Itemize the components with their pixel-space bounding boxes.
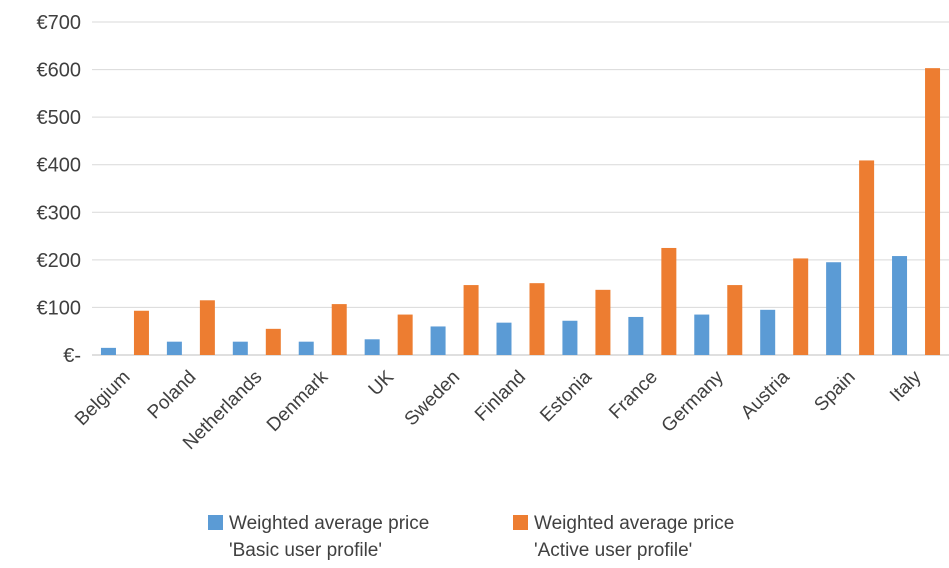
- y-tick-label: €300: [37, 202, 82, 224]
- x-tick-label: Germany: [658, 366, 728, 436]
- bar-active: [727, 285, 743, 355]
- y-tick-label: €700: [37, 12, 82, 34]
- x-tick-label: Estonia: [536, 366, 596, 426]
- bar-basic: [496, 322, 512, 355]
- legend-item-active: Weighted average price 'Active user prof…: [513, 510, 734, 564]
- bar-active: [199, 300, 215, 355]
- bar-active: [529, 283, 545, 355]
- x-tick-label: France: [605, 367, 662, 424]
- x-tick-label: Belgium: [71, 367, 134, 430]
- legend-label-active-line1: Weighted average price: [534, 513, 735, 534]
- y-tick-label: €100: [37, 297, 82, 319]
- bar-basic: [694, 314, 710, 355]
- legend-label-basic-line1: Weighted average price: [229, 513, 430, 534]
- x-tick-label: UK: [365, 366, 399, 400]
- x-tick-label: Italy: [886, 366, 926, 406]
- bar-basic: [430, 326, 446, 355]
- bar-basic: [562, 320, 578, 355]
- bar-active: [595, 289, 611, 355]
- bar-basic: [364, 339, 380, 355]
- bar-basic: [232, 341, 248, 355]
- legend-label-active-line2: 'Active user profile': [534, 540, 693, 561]
- legend-swatch-basic: [208, 515, 223, 530]
- bar-basic: [826, 262, 842, 355]
- gridlines: [92, 21, 949, 356]
- bars: [100, 68, 941, 355]
- bar-active: [925, 68, 941, 355]
- bar-basic: [298, 341, 314, 355]
- y-tick-label: €400: [37, 155, 82, 177]
- legend-label-basic-line2: 'Basic user profile': [229, 540, 382, 561]
- bar-basic: [166, 341, 182, 355]
- legend-item-basic: Weighted average price 'Basic user profi…: [208, 510, 429, 564]
- bar-active: [265, 328, 281, 355]
- y-tick-label: €600: [37, 60, 82, 82]
- bar-active: [331, 304, 347, 355]
- x-tick-label: Poland: [144, 367, 201, 424]
- bar-active: [133, 310, 149, 355]
- legend: Weighted average price 'Basic user profi…: [0, 510, 949, 568]
- bar-basic: [100, 347, 116, 355]
- bar-active: [463, 285, 479, 355]
- bar-basic: [892, 256, 908, 355]
- y-axis-tick-labels: €- €100 €200 €300 €400 €500 €600 €700: [37, 12, 82, 367]
- x-tick-label: Sweden: [401, 367, 464, 430]
- bar-active: [397, 314, 413, 355]
- y-tick-label: €200: [37, 250, 82, 272]
- y-tick-label: €500: [37, 107, 82, 129]
- bar-basic: [628, 316, 644, 355]
- x-tick-label: Denmark: [263, 366, 333, 436]
- y-tick-label: €-: [63, 345, 81, 367]
- x-tick-label: Finland: [471, 367, 530, 426]
- bar-active: [661, 247, 677, 355]
- bar-active: [793, 258, 809, 355]
- bar-chart: €- €100 €200 €300 €400 €500 €600 €700 Belgium Po…: [37, 12, 949, 454]
- x-tick-label: Spain: [810, 367, 859, 416]
- x-tick-label: Austria: [737, 366, 794, 423]
- bar-active: [859, 160, 875, 355]
- legend-swatch-active: [513, 515, 528, 530]
- bar-basic: [760, 309, 776, 355]
